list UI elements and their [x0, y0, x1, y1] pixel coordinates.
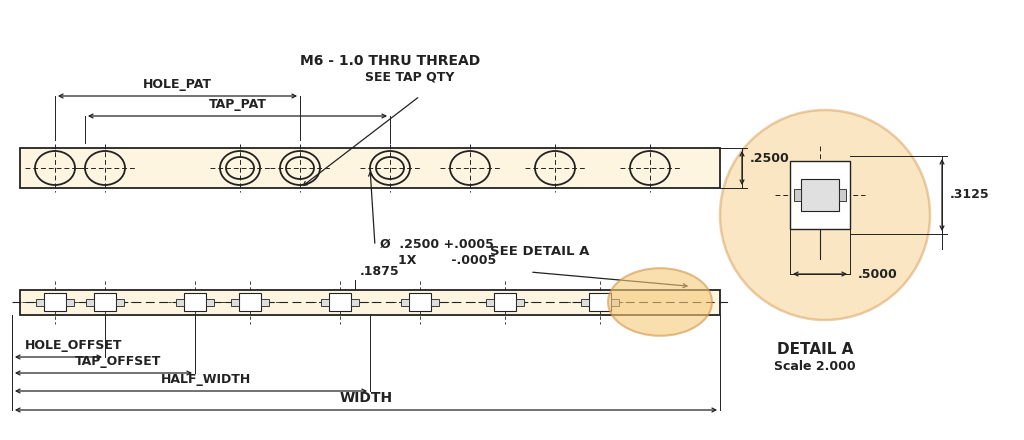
Ellipse shape [608, 268, 712, 336]
Bar [790, 161, 850, 229]
Bar [116, 299, 124, 306]
Bar [66, 299, 74, 306]
Text: HOLE_PAT: HOLE_PAT [143, 78, 212, 91]
Bar [94, 293, 116, 312]
Text: M6 - 1.0 THRU THREAD: M6 - 1.0 THRU THREAD [300, 54, 480, 68]
Bar [44, 293, 66, 312]
Circle shape [720, 110, 930, 320]
Bar [401, 299, 409, 306]
Text: SEE DETAIL A: SEE DETAIL A [490, 245, 590, 258]
Bar [581, 299, 589, 306]
Bar [351, 299, 359, 306]
Bar [329, 293, 351, 312]
Bar [36, 299, 44, 306]
Text: DETAIL A: DETAIL A [777, 342, 853, 357]
Bar [611, 299, 618, 306]
Text: HOLE_OFFSET: HOLE_OFFSET [25, 339, 122, 352]
Bar [86, 299, 94, 306]
Bar [231, 299, 239, 306]
Text: Scale 2.000: Scale 2.000 [774, 360, 856, 373]
Text: .3125: .3125 [950, 188, 989, 202]
Bar [20, 148, 720, 188]
Bar [20, 290, 720, 315]
Bar [184, 293, 206, 312]
Text: .1875: .1875 [360, 265, 399, 278]
Bar [261, 299, 269, 306]
Bar [839, 189, 846, 202]
Text: WIDTH: WIDTH [339, 391, 392, 405]
Text: Ø  .2500 +.0005: Ø .2500 +.0005 [380, 238, 494, 251]
Bar [801, 179, 839, 211]
Text: TAP_PAT: TAP_PAT [209, 98, 266, 111]
Bar [176, 299, 184, 306]
Text: .5000: .5000 [858, 268, 898, 281]
Bar [321, 299, 329, 306]
Bar [794, 189, 801, 202]
Bar [239, 293, 261, 312]
Text: .2500: .2500 [750, 151, 790, 165]
Bar [494, 293, 516, 312]
Bar [206, 299, 214, 306]
Bar [486, 299, 494, 306]
Bar [409, 293, 431, 312]
Bar [431, 299, 439, 306]
Bar [589, 293, 611, 312]
Text: HALF_WIDTH: HALF_WIDTH [161, 373, 251, 386]
Text: SEE TAP QTY: SEE TAP QTY [366, 71, 455, 84]
Bar [516, 299, 524, 306]
Text: TAP_OFFSET: TAP_OFFSET [76, 355, 162, 368]
Text: 1X        -.0005: 1X -.0005 [398, 254, 497, 267]
